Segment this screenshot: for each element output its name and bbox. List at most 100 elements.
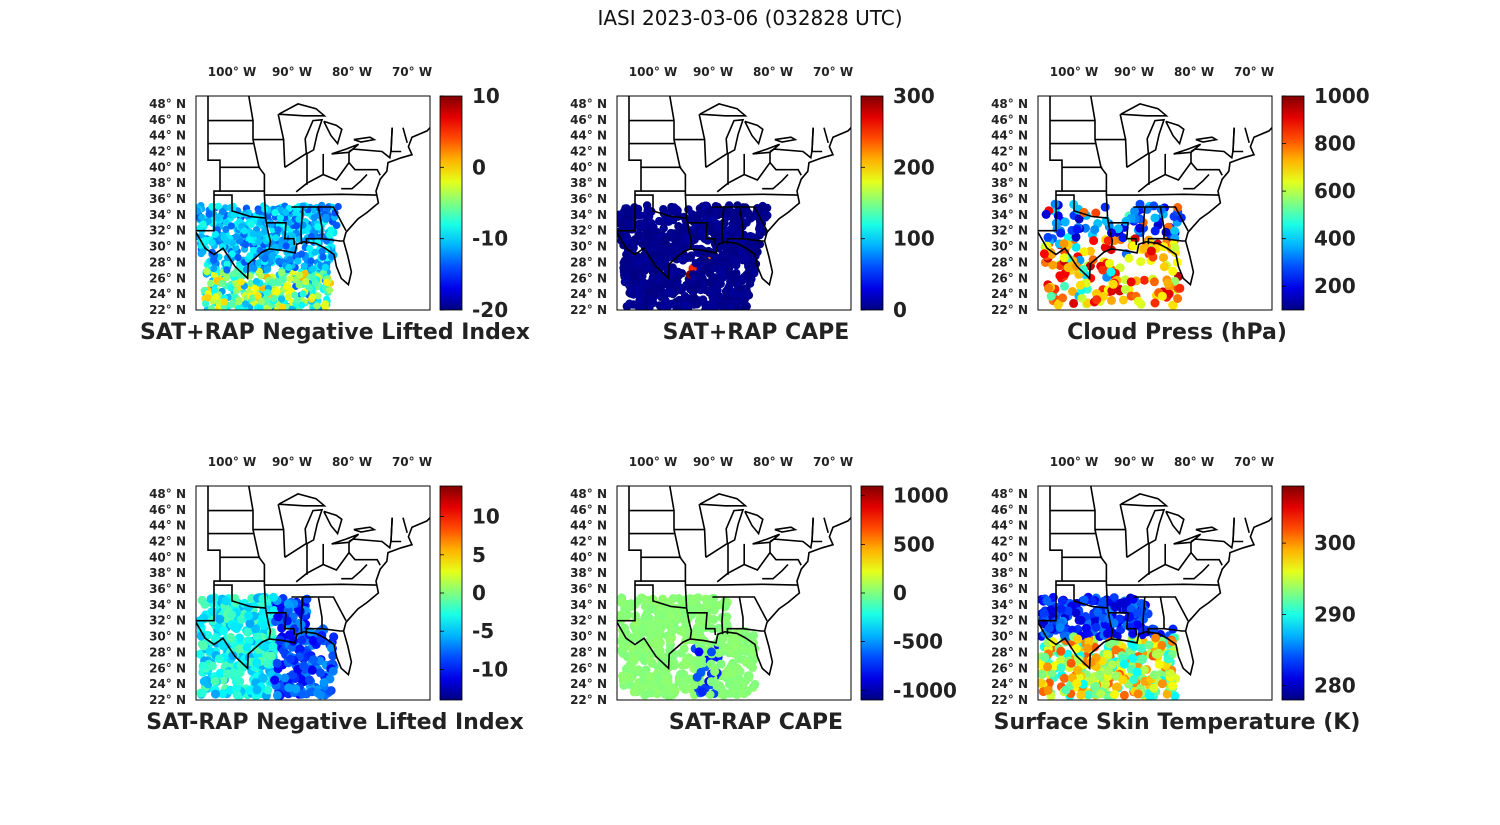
data-point (247, 220, 255, 229)
data-point (656, 623, 666, 633)
data-point (1103, 629, 1113, 639)
state-border (1190, 162, 1223, 176)
map-plot: 100° W 90° W 80° W 70° W 48° N 46° N 44° N 42° … (570, 455, 957, 707)
latitude-tick-label: 32° N (570, 224, 607, 238)
data-point (295, 215, 303, 223)
latitude-tick-label: 32° N (149, 614, 186, 628)
great-lake-outline (331, 143, 360, 155)
data-point (650, 250, 659, 259)
data-point (673, 304, 682, 310)
data-point (730, 256, 739, 265)
latitude-tick-label: 46° N (570, 503, 607, 517)
colorbar (439, 95, 463, 311)
data-point (737, 246, 746, 255)
data-point (199, 220, 207, 228)
data-point (676, 669, 686, 679)
state-border (823, 127, 829, 144)
latitude-tick-label: 38° N (991, 176, 1028, 190)
great-lake-outline (304, 118, 324, 155)
data-point (210, 633, 220, 643)
data-point (648, 294, 658, 303)
data-point (732, 647, 742, 657)
latitude-tick-label: 34° N (570, 598, 607, 612)
latitude-tick-label: 28° N (570, 255, 607, 269)
panel-title: SAT+RAP CAPE (662, 320, 850, 345)
colorbar-tick-label: -10 (472, 657, 508, 681)
state-border (402, 127, 408, 144)
longitude-tick-label: 70° W (813, 65, 853, 79)
state-border (1244, 127, 1250, 144)
latitude-tick-label: 44° N (149, 129, 186, 143)
data-point (1075, 280, 1085, 290)
colorbar-tick-label: 1000 (893, 484, 949, 508)
data-point (1071, 242, 1081, 252)
data-point (644, 287, 653, 297)
longitude-tick-label: 100° W (1050, 455, 1098, 469)
great-lake-outline (725, 508, 745, 545)
data-point (666, 245, 675, 255)
great-lake-outline (774, 136, 798, 143)
data-point (250, 264, 258, 272)
data-point (1104, 666, 1113, 676)
data-point (1124, 253, 1134, 263)
state-border (341, 563, 368, 580)
longitude-tick-label: 80° W (1174, 65, 1214, 79)
state-border (253, 528, 286, 558)
data-point (731, 216, 740, 225)
data-point (197, 688, 207, 698)
data-point (293, 296, 302, 304)
data-point (628, 654, 638, 664)
data-point (1072, 224, 1082, 234)
latitude-tick-label: 24° N (570, 677, 607, 691)
latitude-tick-label: 32° N (149, 224, 186, 238)
data-point (300, 262, 308, 270)
colorbar-tick-label: 0 (472, 581, 486, 605)
state-border (1119, 114, 1127, 140)
data-point (728, 289, 737, 298)
data-point (218, 279, 226, 287)
data-point (714, 648, 724, 658)
data-point (743, 208, 753, 217)
data-point (1060, 217, 1070, 227)
latitude-tick-label: 44° N (149, 519, 186, 533)
data-point (694, 660, 704, 669)
data-point (690, 293, 699, 303)
data-point (255, 230, 263, 238)
data-point (230, 211, 238, 219)
data-point (299, 661, 309, 671)
data-point (755, 240, 765, 249)
data-point (210, 676, 220, 686)
data-point (1118, 233, 1128, 243)
great-lake-outline (1173, 143, 1202, 155)
data-point (1150, 213, 1160, 223)
latitude-tick-label: 32° N (570, 614, 607, 628)
panel-title: Surface Skin Temperature (K) (993, 710, 1361, 735)
data-point (314, 292, 322, 300)
state-border (248, 96, 272, 250)
data-point (270, 295, 278, 303)
map-border (616, 95, 852, 311)
data-point (1099, 596, 1109, 606)
panel-surface-skin-temperature: 100° W 90° W 80° W 70° W 48° N 46° N 44° N 42° … (942, 450, 1412, 740)
state-border (698, 504, 706, 530)
data-point (1139, 243, 1149, 253)
data-point (227, 222, 235, 230)
data-point (1100, 202, 1110, 212)
latitude-tick-label: 42° N (570, 145, 607, 159)
latitude-tick-label: 34° N (149, 208, 186, 222)
data-point (1118, 295, 1128, 305)
data-point (663, 677, 673, 687)
great-lake-outline (353, 526, 377, 533)
latitude-tick-label: 34° N (991, 598, 1028, 612)
latitude-tick-label: 46° N (570, 113, 607, 127)
data-point (618, 671, 628, 681)
great-lake-outline (1120, 493, 1169, 507)
state-border (348, 552, 381, 566)
latitude-tick-label: 22° N (149, 303, 186, 317)
data-point (332, 221, 341, 230)
data-point (709, 296, 719, 306)
latitude-tick-label: 22° N (991, 303, 1028, 317)
data-point (217, 689, 227, 699)
data-point (706, 659, 716, 669)
data-point (1050, 199, 1060, 209)
